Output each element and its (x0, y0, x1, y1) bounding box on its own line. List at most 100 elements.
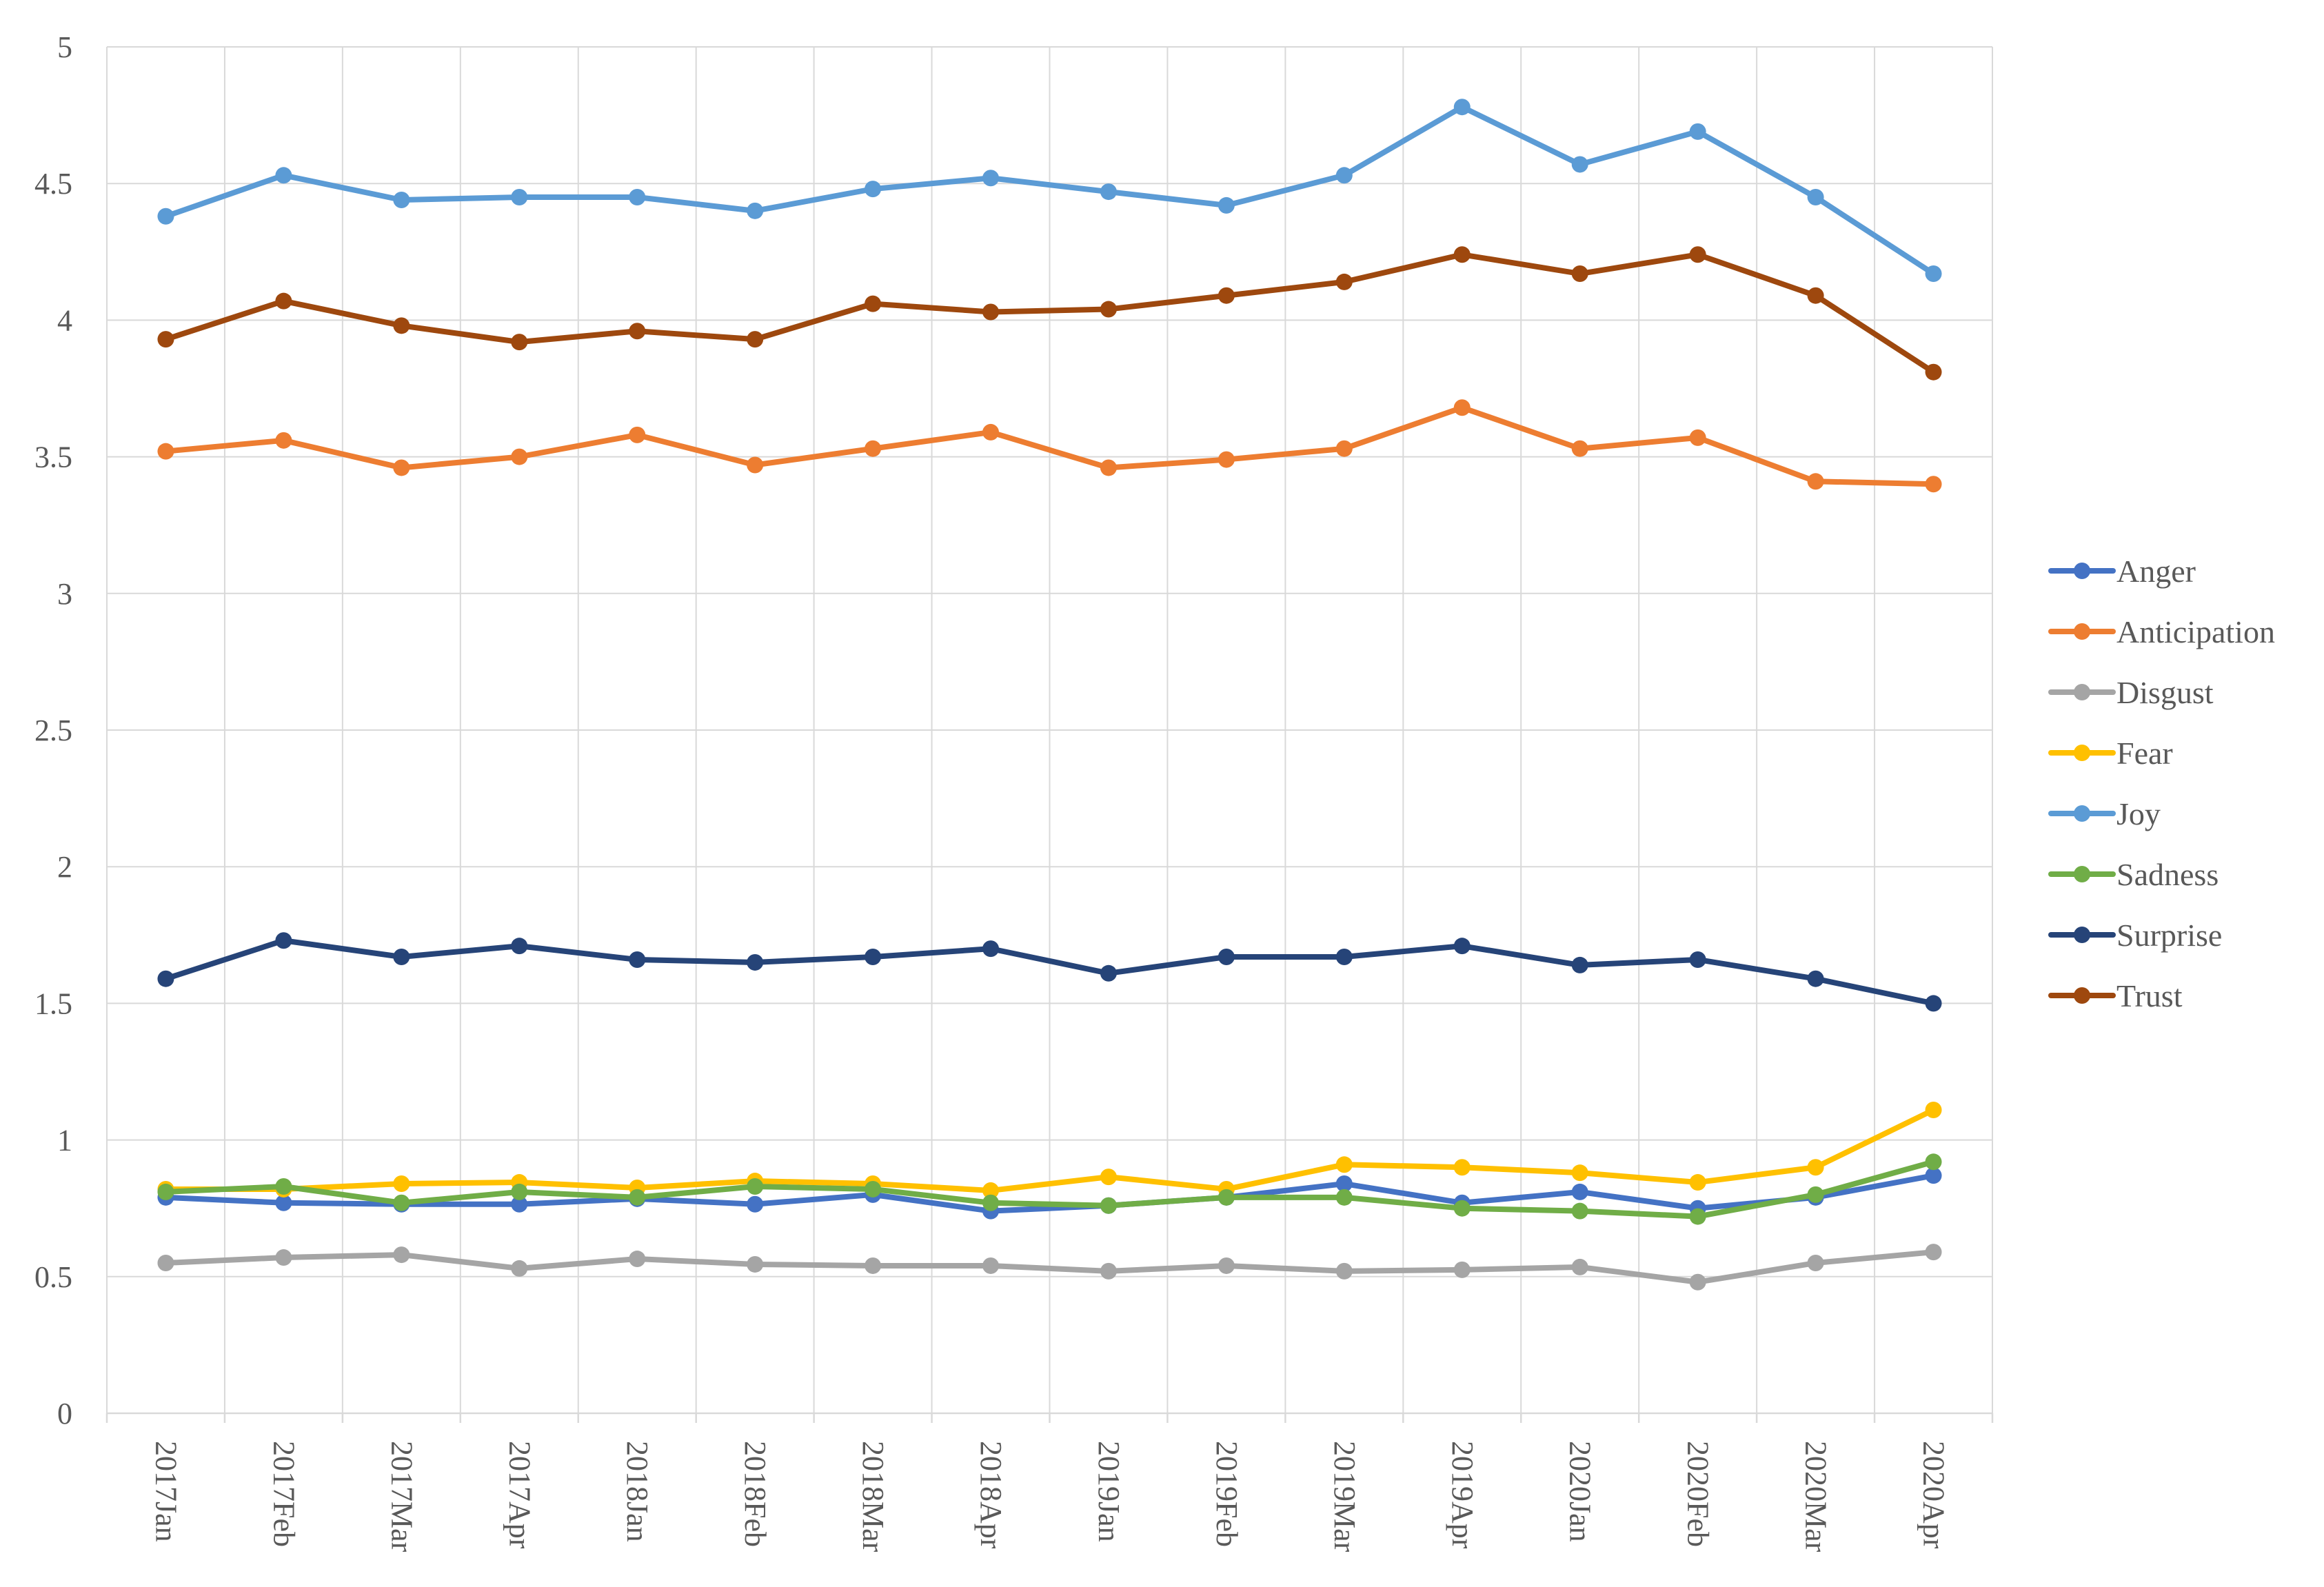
data-point (747, 331, 764, 348)
y-tick-label: 1 (57, 1124, 72, 1158)
y-tick-label: 4 (57, 303, 72, 337)
legend-label: Disgust (2116, 675, 2214, 710)
data-point (747, 1177, 764, 1195)
legend-item-fear: Fear (2048, 736, 2173, 771)
data-point (1100, 1197, 1117, 1214)
x-tick-label: 2018Apr (974, 1441, 1008, 1549)
data-point (393, 949, 410, 966)
x-tick-label: 2019Apr (1446, 1441, 1479, 1549)
legend-label: Anger (2116, 554, 2196, 589)
data-point (275, 932, 292, 949)
data-point (982, 170, 1000, 187)
data-point (393, 459, 410, 476)
legend-item-trust: Trust (2048, 978, 2183, 1013)
x-tick-label: 2017Jan (149, 1441, 183, 1542)
y-tick-label: 0 (57, 1397, 72, 1431)
data-point (629, 1251, 646, 1268)
x-tick-label: 2018Jan (620, 1441, 654, 1542)
data-point (1571, 1164, 1588, 1182)
data-point (1807, 1254, 1824, 1271)
x-tick-label: 2017Mar (385, 1441, 418, 1553)
data-point (1100, 1262, 1117, 1280)
series-disgust (157, 1244, 1942, 1291)
data-point (1925, 476, 1942, 493)
data-point (1571, 440, 1588, 457)
data-point (982, 1257, 1000, 1274)
x-tick-label: 2019Jan (1092, 1441, 1126, 1542)
data-point (982, 423, 1000, 441)
data-point (1335, 1156, 1353, 1173)
data-point (511, 938, 528, 955)
data-point (1217, 1257, 1235, 1274)
y-tick-label: 0.5 (34, 1260, 72, 1294)
data-point (157, 970, 174, 987)
legend-dot-marker (2074, 684, 2090, 700)
data-point (1571, 1258, 1588, 1275)
data-point (1571, 265, 1588, 283)
data-point (1335, 273, 1353, 290)
data-point (1335, 1189, 1353, 1206)
data-point (629, 323, 646, 340)
x-tick-label: 2017Feb (267, 1441, 301, 1547)
data-point (511, 1260, 528, 1277)
data-point (1925, 995, 1942, 1012)
y-tick-label: 2 (57, 850, 72, 884)
data-point (1100, 183, 1117, 201)
data-point (747, 202, 764, 219)
data-point (865, 295, 882, 312)
data-point (1807, 189, 1824, 206)
legend-item-joy: Joy (2048, 796, 2161, 831)
y-tick-label: 1.5 (34, 987, 72, 1020)
legend-item-anger: Anger (2048, 554, 2196, 589)
legend-dot-marker (2074, 563, 2090, 579)
data-point (629, 189, 646, 206)
series-line-disgust (163, 1249, 1937, 1285)
legend: Anger Anticipation Disgust Fear Joy Sadness Su… (2048, 554, 2275, 1013)
legend-label: Fear (2116, 736, 2173, 771)
data-point (393, 1175, 410, 1193)
x-tick-label: 2017Apr (503, 1441, 536, 1549)
data-point (865, 181, 882, 198)
series-sadness (157, 1153, 1942, 1225)
data-point (629, 951, 646, 968)
data-point (982, 940, 1000, 958)
data-point (1925, 1153, 1942, 1171)
data-point (1925, 1167, 1942, 1184)
series-line-anger (163, 1173, 1937, 1214)
legend-label: Trust (2116, 978, 2183, 1013)
data-point (157, 208, 174, 225)
legend-dot-marker (2074, 927, 2090, 943)
legend-label: Sadness (2116, 857, 2219, 892)
x-tick-label: 2019Mar (1328, 1441, 1362, 1553)
series-line-surprise (163, 938, 1937, 1007)
data-point (1689, 429, 1706, 446)
data-point (1335, 949, 1353, 966)
data-point (1925, 1244, 1942, 1261)
data-point (1925, 1101, 1942, 1118)
x-tick-label: 2020Jan (1564, 1441, 1597, 1542)
series-anticipation (157, 399, 1942, 493)
data-point (511, 189, 528, 206)
data-point (1925, 363, 1942, 381)
series-group (157, 99, 1942, 1291)
data-point (747, 1255, 764, 1273)
data-point (157, 1254, 174, 1271)
legend-label: Joy (2116, 796, 2161, 831)
legend-dot-marker (2074, 866, 2090, 882)
data-point (865, 1180, 882, 1197)
data-point (1217, 196, 1235, 214)
data-point (865, 1257, 882, 1274)
data-point (865, 440, 882, 457)
data-point (747, 1195, 764, 1213)
series-line-joy (163, 104, 1937, 277)
data-point (1453, 938, 1471, 955)
legend-item-disgust: Disgust (2048, 675, 2214, 710)
data-point (393, 191, 410, 208)
data-point (393, 317, 410, 334)
data-point (1571, 156, 1588, 173)
y-tick-label: 4.5 (34, 167, 72, 201)
data-point (1571, 1202, 1588, 1220)
data-point (747, 456, 764, 474)
series-surprise (157, 932, 1942, 1012)
